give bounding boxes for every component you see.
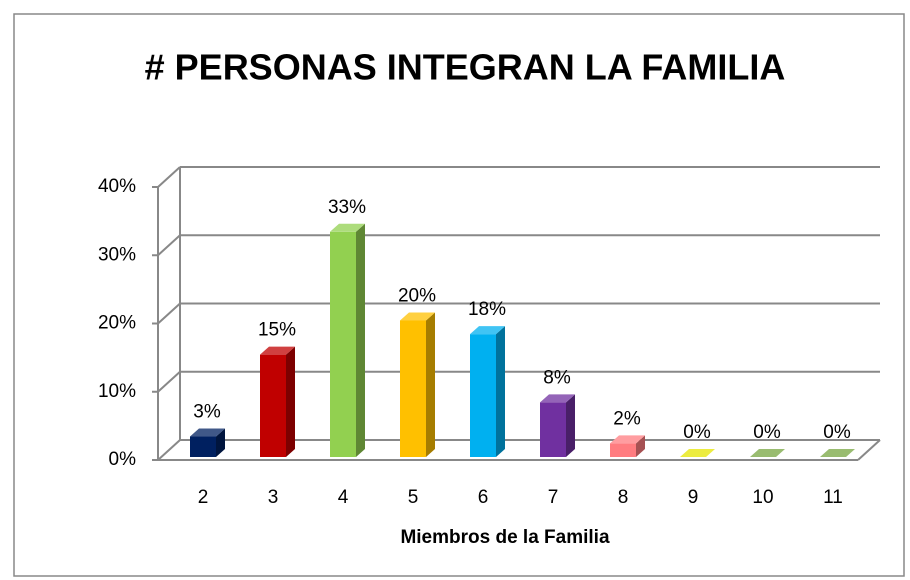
value-label: 18% bbox=[468, 299, 506, 320]
y-tick-label: 30% bbox=[98, 244, 136, 265]
grid-line bbox=[157, 302, 181, 325]
x-tick-label: 10 bbox=[752, 487, 773, 508]
bar bbox=[190, 428, 225, 457]
value-label: 0% bbox=[683, 422, 711, 443]
x-tick-label: 6 bbox=[478, 487, 489, 508]
grid-line bbox=[157, 439, 181, 461]
bar bbox=[680, 449, 715, 457]
grid-line bbox=[157, 234, 181, 256]
y-tick-label: 0% bbox=[109, 449, 137, 470]
bar bbox=[820, 449, 855, 457]
bar bbox=[540, 394, 575, 457]
x-tick-label: 7 bbox=[548, 487, 559, 508]
x-tick-label: 5 bbox=[408, 487, 419, 508]
value-label: 20% bbox=[398, 286, 436, 307]
chart-border bbox=[13, 13, 905, 577]
x-tick-label: 9 bbox=[688, 487, 699, 508]
x-tick-label: 3 bbox=[268, 487, 279, 508]
value-label: 3% bbox=[193, 402, 221, 423]
chart-title: # PERSONAS INTEGRAN LA FAMILIA bbox=[145, 47, 786, 88]
value-label: 0% bbox=[823, 422, 851, 443]
bar bbox=[400, 312, 435, 457]
value-label: 2% bbox=[613, 408, 641, 429]
x-axis-label: Miembros de la Familia bbox=[400, 527, 609, 548]
value-label: 0% bbox=[753, 422, 781, 443]
value-label: 33% bbox=[328, 197, 366, 218]
bar bbox=[610, 435, 645, 457]
x-tick-label: 11 bbox=[823, 487, 843, 508]
y-tick-label: 40% bbox=[98, 176, 136, 197]
value-label: 8% bbox=[543, 367, 571, 388]
x-tick-label: 8 bbox=[618, 487, 629, 508]
bar bbox=[330, 223, 365, 457]
grid-line bbox=[157, 371, 181, 393]
floor-line bbox=[857, 439, 881, 461]
bar bbox=[470, 326, 505, 457]
bar bbox=[260, 346, 295, 457]
y-tick-label: 20% bbox=[98, 313, 136, 334]
x-tick-label: 4 bbox=[338, 487, 349, 508]
grid-line bbox=[157, 166, 181, 188]
x-tick-label: 2 bbox=[198, 487, 209, 508]
value-label: 15% bbox=[258, 320, 296, 341]
y-tick-label: 10% bbox=[98, 381, 136, 402]
bar bbox=[750, 449, 785, 457]
